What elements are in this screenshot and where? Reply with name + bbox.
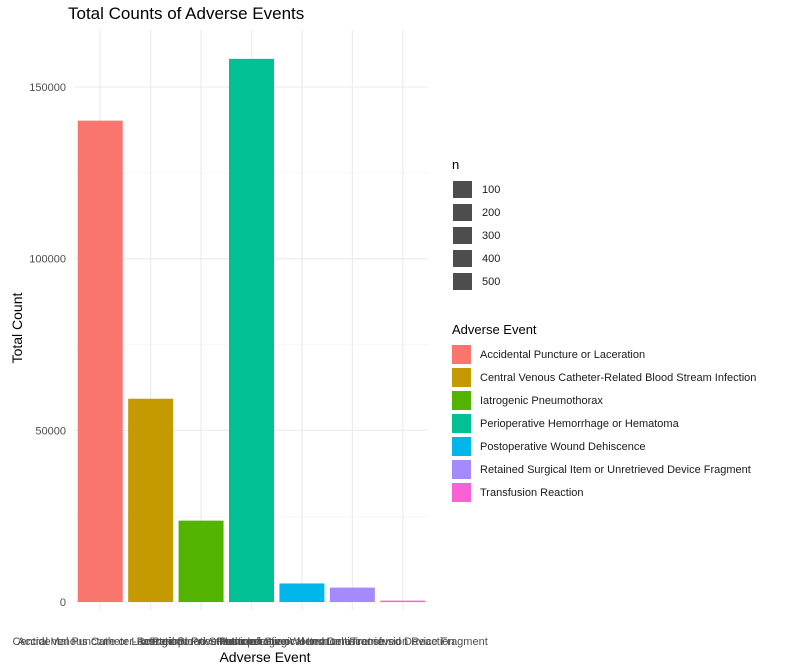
legend-label: 400	[482, 252, 501, 265]
legend-swatch	[452, 391, 471, 410]
legend-n-title: n	[452, 157, 460, 172]
legend-n-item: 300	[452, 224, 500, 247]
legend-label: Iatrogenic Pneumothorax	[480, 394, 603, 407]
chart-title: Total Counts of Adverse Events	[68, 4, 305, 23]
x-tick-label: Central Venous Catheter-Related Blood St…	[12, 636, 288, 648]
legend-n: n 100 200 300 400 500	[452, 157, 500, 293]
x-tick-label: Retained Surgical Item or Unretrieved De…	[217, 636, 488, 648]
legend-swatch	[453, 204, 472, 221]
legend-n-item: 400	[452, 247, 500, 270]
bar	[128, 398, 174, 602]
legend-swatch	[452, 414, 471, 433]
x-tick-label: Transfusion Reaction	[351, 636, 455, 648]
legend-label: Retained Surgical Item or Unretrieved De…	[480, 463, 751, 476]
y-tick-label: 100000	[29, 254, 66, 266]
x-tick-label: Accidental Puncture or Laceration	[18, 636, 183, 648]
x-axis-label: Adverse Event	[219, 649, 311, 665]
legend-event-item: Retained Surgical Item or Unretrieved De…	[452, 458, 756, 481]
x-tick-label: Iatrogenic Pneumothorax	[140, 636, 263, 648]
legend-label: Perioperative Hemorrhage or Hematoma	[480, 417, 679, 430]
legend-label: 100	[482, 183, 501, 196]
bar	[329, 587, 375, 602]
y-tick-label: 150000	[29, 82, 66, 94]
legend-swatch	[452, 368, 471, 387]
legend-event-item: Postoperative Wound Dehiscence	[452, 435, 756, 458]
bar	[178, 520, 224, 602]
legend-n-item: 500	[452, 270, 500, 293]
bar	[279, 583, 325, 602]
legend-swatch	[452, 345, 471, 364]
legend-swatch	[452, 483, 471, 502]
y-tick-label: 0	[60, 597, 66, 609]
y-tick-label: 50000	[35, 425, 66, 437]
legend-event-item: Transfusion Reaction	[452, 481, 756, 504]
bar	[380, 600, 426, 602]
legend-event-item: Perioperative Hemorrhage or Hematoma	[452, 412, 756, 435]
legend-swatch	[453, 181, 472, 198]
legend-label: Transfusion Reaction	[480, 486, 584, 499]
legend-event-item: Iatrogenic Pneumothorax	[452, 389, 756, 412]
legend-swatch	[452, 437, 471, 456]
legend-label: 300	[482, 229, 501, 242]
legend-n-item: 100	[452, 178, 500, 201]
legend-label: Accidental Puncture or Laceration	[480, 348, 646, 361]
legend-event-item: Central Venous Catheter-Related Blood St…	[452, 366, 756, 389]
legend-swatch	[453, 227, 472, 244]
legend-label: Postoperative Wound Dehiscence	[480, 440, 646, 453]
legend-label: 500	[482, 275, 501, 288]
x-tick-label: Postoperative Wound Dehiscence	[219, 636, 385, 648]
legend-event-item: Accidental Puncture or Laceration	[452, 343, 756, 366]
legend-swatch	[453, 250, 472, 267]
legend-adverse-event: Adverse Event Accidental Puncture or Lac…	[452, 322, 756, 504]
legend-n-item: 200	[452, 201, 500, 224]
legend-label: 200	[482, 206, 501, 219]
bar	[77, 120, 123, 602]
bar	[229, 58, 274, 602]
legend-label: Central Venous Catheter-Related Blood St…	[480, 371, 757, 384]
x-tick-label: Perioperative Hemorrhage or Hematoma	[152, 636, 352, 648]
legend-event-title: Adverse Event	[452, 322, 537, 337]
legend-swatch	[452, 460, 471, 479]
legend-swatch	[453, 273, 472, 290]
